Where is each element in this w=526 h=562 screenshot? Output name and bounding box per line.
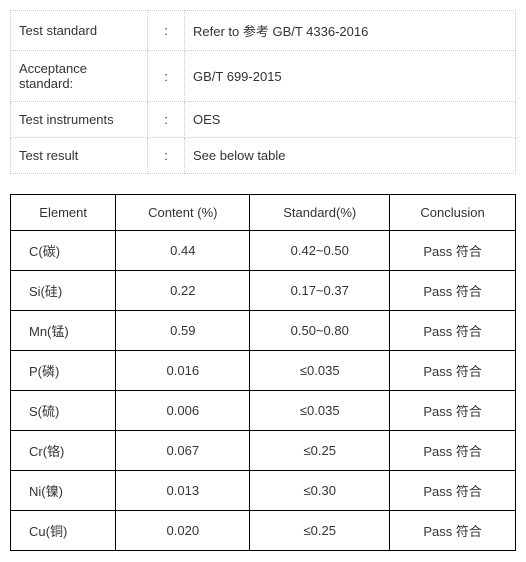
info-row: Test standard:Refer to 参考 GB/T 4336-2016: [11, 11, 516, 51]
info-row: Test instruments:OES: [11, 102, 516, 138]
results-header-row: Element Content (%) Standard(%) Conclusi…: [11, 195, 516, 231]
info-value: OES: [185, 102, 516, 138]
info-value: See below table: [185, 138, 516, 174]
colon: :: [148, 11, 185, 51]
cell-standard: ≤0.035: [250, 351, 390, 391]
cell-conclusion: Pass 符合: [390, 231, 516, 271]
cell-element: S(硫): [11, 391, 116, 431]
cell-content: 0.22: [116, 271, 250, 311]
col-standard: Standard(%): [250, 195, 390, 231]
cell-conclusion: Pass 符合: [390, 311, 516, 351]
cell-standard: 0.42~0.50: [250, 231, 390, 271]
cell-conclusion: Pass 符合: [390, 471, 516, 511]
col-element: Element: [11, 195, 116, 231]
table-row: P(磷)0.016≤0.035Pass 符合: [11, 351, 516, 391]
info-table: Test standard:Refer to 参考 GB/T 4336-2016…: [10, 10, 516, 174]
table-row: Cr(铬)0.067≤0.25Pass 符合: [11, 431, 516, 471]
cell-element: Ni(镍): [11, 471, 116, 511]
cell-standard: ≤0.035: [250, 391, 390, 431]
cell-conclusion: Pass 符合: [390, 511, 516, 551]
cell-content: 0.013: [116, 471, 250, 511]
results-table: Element Content (%) Standard(%) Conclusi…: [10, 194, 516, 551]
cell-element: Cu(铜): [11, 511, 116, 551]
info-label: Test result: [11, 138, 148, 174]
cell-content: 0.44: [116, 231, 250, 271]
cell-content: 0.020: [116, 511, 250, 551]
cell-conclusion: Pass 符合: [390, 271, 516, 311]
table-row: Si(硅)0.220.17~0.37Pass 符合: [11, 271, 516, 311]
cell-conclusion: Pass 符合: [390, 351, 516, 391]
colon: :: [148, 102, 185, 138]
info-value: Refer to 参考 GB/T 4336-2016: [185, 11, 516, 51]
cell-content: 0.59: [116, 311, 250, 351]
col-content: Content (%): [116, 195, 250, 231]
table-row: Ni(镍)0.013≤0.30Pass 符合: [11, 471, 516, 511]
cell-element: Cr(铬): [11, 431, 116, 471]
table-row: Mn(锰)0.590.50~0.80Pass 符合: [11, 311, 516, 351]
cell-content: 0.016: [116, 351, 250, 391]
info-row: Test result:See below table: [11, 138, 516, 174]
cell-content: 0.006: [116, 391, 250, 431]
info-label: Acceptance standard:: [11, 51, 148, 102]
col-conclusion: Conclusion: [390, 195, 516, 231]
info-label: Test standard: [11, 11, 148, 51]
table-row: Cu(铜)0.020≤0.25Pass 符合: [11, 511, 516, 551]
info-row: Acceptance standard::GB/T 699-2015: [11, 51, 516, 102]
cell-element: Mn(锰): [11, 311, 116, 351]
cell-standard: ≤0.25: [250, 431, 390, 471]
cell-content: 0.067: [116, 431, 250, 471]
cell-conclusion: Pass 符合: [390, 391, 516, 431]
cell-element: Si(硅): [11, 271, 116, 311]
colon: :: [148, 51, 185, 102]
cell-element: P(磷): [11, 351, 116, 391]
info-value: GB/T 699-2015: [185, 51, 516, 102]
info-label: Test instruments: [11, 102, 148, 138]
cell-standard: ≤0.25: [250, 511, 390, 551]
table-row: S(硫)0.006≤0.035Pass 符合: [11, 391, 516, 431]
cell-conclusion: Pass 符合: [390, 431, 516, 471]
cell-element: C(碳): [11, 231, 116, 271]
cell-standard: 0.17~0.37: [250, 271, 390, 311]
colon: :: [148, 138, 185, 174]
cell-standard: ≤0.30: [250, 471, 390, 511]
table-row: C(碳)0.440.42~0.50Pass 符合: [11, 231, 516, 271]
cell-standard: 0.50~0.80: [250, 311, 390, 351]
